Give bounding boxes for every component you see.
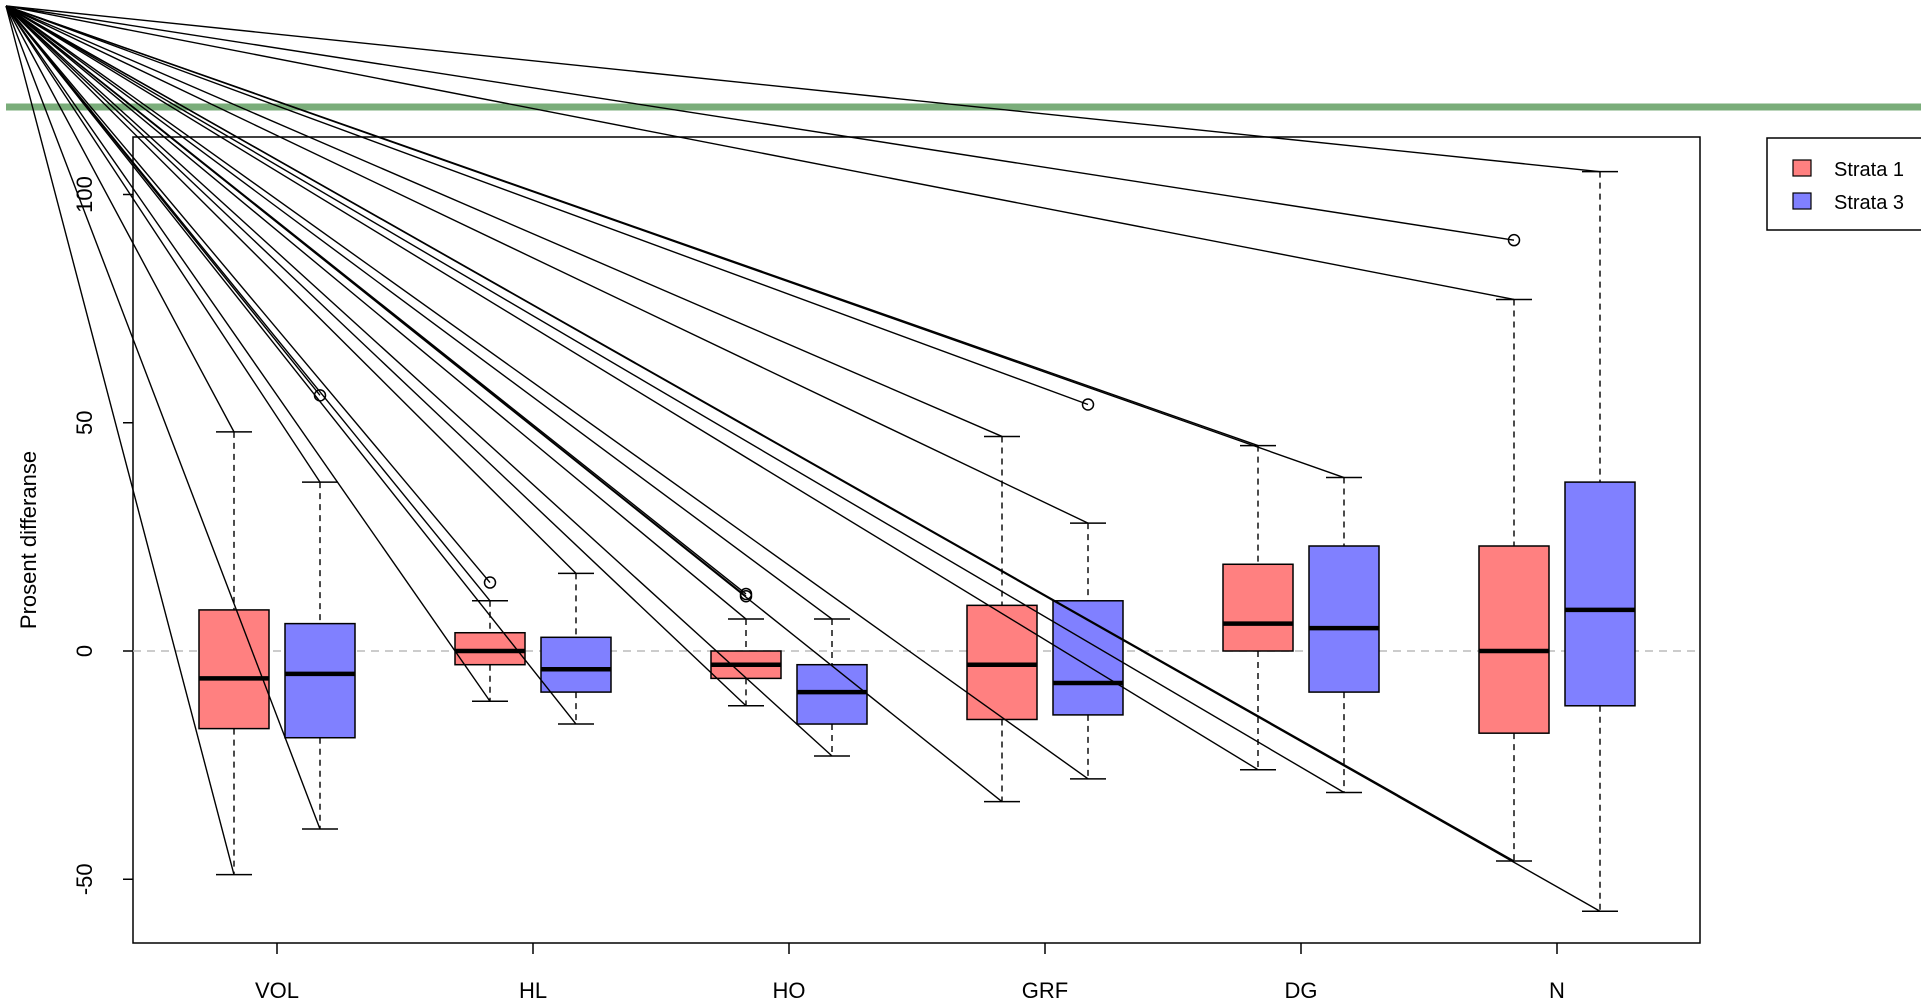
box-body bbox=[284, 622, 356, 739]
legend-label-strata-1: Strata 1 bbox=[1834, 159, 1904, 181]
overlay-line bbox=[5, 5, 1345, 794]
outlier-point bbox=[1507, 233, 1521, 247]
overlay-line bbox=[5, 5, 1259, 771]
overlay-line bbox=[5, 5, 577, 725]
overlay-line bbox=[5, 5, 1089, 524]
box-strata-1-ho bbox=[710, 587, 782, 707]
y-tick-label: -50 bbox=[72, 863, 97, 895]
outlier-point bbox=[483, 576, 497, 589]
box-body bbox=[796, 663, 868, 725]
legend-swatch-strata-1 bbox=[1792, 159, 1812, 177]
overlay-line bbox=[5, 5, 235, 875]
x-tick-label: VOL bbox=[255, 978, 299, 1003]
box-strata-3-hl bbox=[540, 572, 612, 725]
y-axis-title: Prosent differanse bbox=[16, 451, 41, 629]
x-tick-label: GRF bbox=[1022, 978, 1068, 1003]
overlay-line bbox=[5, 5, 747, 620]
overlay-line bbox=[5, 5, 1515, 241]
box-strata-1-dg bbox=[1222, 444, 1294, 771]
box-body bbox=[540, 636, 612, 693]
box-strata-3-grf bbox=[1052, 398, 1124, 780]
overlay-line bbox=[5, 5, 321, 830]
overlay-line bbox=[5, 5, 833, 620]
x-tick-label: N bbox=[1549, 978, 1565, 1003]
y-tick-label: 50 bbox=[72, 411, 97, 435]
x-tick-label: DG bbox=[1285, 978, 1318, 1003]
overlay-line bbox=[5, 5, 1601, 912]
box-body bbox=[1308, 545, 1380, 693]
overlay-line bbox=[5, 5, 1345, 479]
overlay-lines-layer bbox=[5, 5, 1601, 912]
overlay-line bbox=[5, 5, 1089, 406]
box-strata-1-hl bbox=[454, 576, 526, 702]
box-strata-1-vol bbox=[198, 431, 270, 876]
overlay-line bbox=[5, 5, 321, 483]
box-body bbox=[1478, 545, 1550, 734]
legend-label-strata-3: Strata 3 bbox=[1834, 192, 1904, 214]
legend: Strata 1 Strata 3 bbox=[1766, 137, 1921, 231]
overlay-line bbox=[5, 5, 1515, 301]
x-tick-label: HO bbox=[773, 978, 806, 1003]
overlay-line bbox=[5, 5, 1003, 438]
box-body bbox=[1222, 563, 1294, 652]
box-body bbox=[1052, 600, 1124, 716]
boxes-layer bbox=[198, 170, 1636, 912]
axes-layer: -50 0 50 100 VOL HL HO GRF DG N bbox=[72, 176, 1565, 1003]
overlay-line bbox=[5, 5, 747, 707]
plot-frame bbox=[132, 136, 1701, 944]
legend-box bbox=[1766, 137, 1921, 231]
box-body bbox=[454, 631, 526, 666]
box-strata-3-dg bbox=[1308, 476, 1380, 794]
y-tick-label: 0 bbox=[72, 645, 97, 657]
overlay-line bbox=[5, 5, 1003, 803]
box-body bbox=[966, 604, 1038, 721]
overlay-line bbox=[5, 5, 235, 433]
overlay-line bbox=[5, 5, 577, 574]
x-tick-label: HL bbox=[519, 978, 547, 1003]
overlay-line bbox=[5, 5, 491, 702]
box-strata-1-grf bbox=[966, 435, 1038, 803]
box-strata-3-ho bbox=[796, 618, 868, 757]
outlier-point bbox=[1081, 398, 1095, 411]
overlay-line bbox=[5, 5, 833, 757]
box-strata-3-n bbox=[1564, 170, 1636, 912]
box-body bbox=[1564, 481, 1636, 707]
legend-swatch-strata-3 bbox=[1792, 192, 1812, 210]
overlay-line bbox=[5, 5, 1601, 173]
box-body bbox=[198, 609, 270, 730]
overlay-line bbox=[5, 5, 1089, 780]
y-tick-label: 100 bbox=[72, 176, 97, 213]
overlay-line bbox=[5, 5, 491, 583]
outlier-point bbox=[739, 587, 753, 601]
box-strata-3-vol bbox=[284, 389, 356, 830]
box-strata-1-n bbox=[1478, 233, 1550, 862]
